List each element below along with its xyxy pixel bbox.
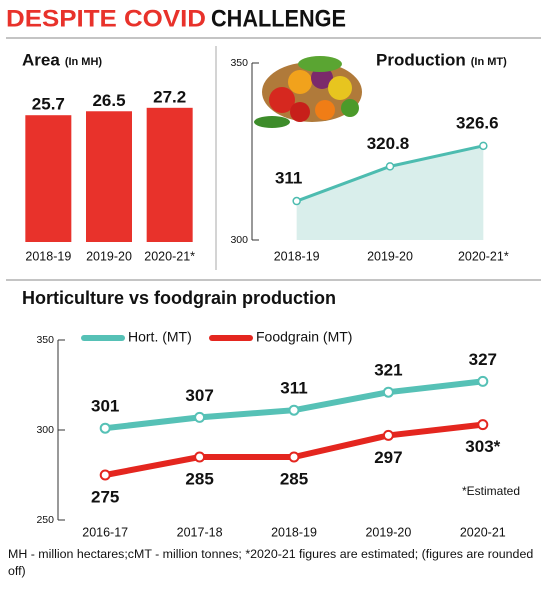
line <box>105 425 483 475</box>
data-label: 285 <box>185 469 213 488</box>
legend-label: Hort. (MT) <box>128 329 192 345</box>
title-black: CHALLENGE <box>211 5 346 32</box>
point <box>293 198 300 205</box>
footnote: MH - million hectares;cMT - million tonn… <box>8 546 538 580</box>
y-tick-label: 300 <box>36 424 54 436</box>
point <box>195 413 204 422</box>
data-label: 327 <box>469 350 497 369</box>
x-tick-label: 2019-20 <box>367 249 413 263</box>
infographic: DESPITE COVID CHALLENGE Area (In MH) 2018-… <box>0 0 547 592</box>
y-tick-label: 300 <box>230 234 248 246</box>
point <box>290 453 299 462</box>
point <box>478 377 487 386</box>
x-tick-label: 2019-20 <box>365 525 411 539</box>
x-tick-label: 2016-17 <box>82 525 128 539</box>
y-tick-label: 350 <box>230 57 248 69</box>
x-tick-label: 2020-21* <box>458 249 509 263</box>
point <box>387 163 394 170</box>
area <box>297 146 484 240</box>
data-label: 275 <box>91 487 119 506</box>
point <box>478 420 487 429</box>
annotation: *Estimated <box>462 484 520 498</box>
data-label: 285 <box>280 469 308 488</box>
data-label: 326.6 <box>456 113 499 132</box>
data-label: 320.8 <box>367 134 410 153</box>
vegetable-illustration <box>254 56 362 128</box>
title-red: DESPITE COVID <box>6 5 206 32</box>
point <box>101 471 110 480</box>
x-tick-label: 2020-21 <box>460 525 506 539</box>
data-label: 311 <box>280 379 307 398</box>
bar <box>86 111 132 242</box>
data-label: 297 <box>374 448 402 467</box>
bar <box>25 115 71 242</box>
data-label: 27.2 <box>153 87 186 106</box>
data-label: 301 <box>91 397 119 416</box>
data-label: 25.7 <box>32 95 65 114</box>
point <box>101 424 110 433</box>
chart-unit: (In MT) <box>471 56 507 68</box>
point <box>195 453 204 462</box>
legend-label: Foodgrain (MT) <box>256 329 352 345</box>
chart-title: Production <box>376 50 466 69</box>
y-tick-label: 250 <box>36 514 54 526</box>
point <box>290 406 299 415</box>
chart-title: Area <box>22 50 60 69</box>
data-label: 303* <box>465 437 500 456</box>
x-tick-label: 2017-18 <box>177 525 223 539</box>
point <box>480 142 487 149</box>
y-tick-label: 350 <box>36 334 54 346</box>
x-tick-label: 2018-19 <box>274 249 320 263</box>
point <box>384 431 393 440</box>
data-label: 26.5 <box>92 91 125 110</box>
data-label: 321 <box>374 361 402 380</box>
data-label: 307 <box>185 386 213 405</box>
page: DESPITE COVID CHALLENGE Area (In MH) 2018-… <box>0 0 547 592</box>
x-tick-label: 2020-21* <box>144 249 195 263</box>
data-label: 311 <box>275 169 302 188</box>
point <box>384 388 393 397</box>
x-tick-label: 2019-20 <box>86 249 132 263</box>
chart-title: Horticulture vs foodgrain production <box>22 288 336 308</box>
x-tick-label: 2018-19 <box>25 249 71 263</box>
x-tick-label: 2018-19 <box>271 525 317 539</box>
bar <box>147 108 193 242</box>
chart-unit: (In MH) <box>65 56 103 68</box>
